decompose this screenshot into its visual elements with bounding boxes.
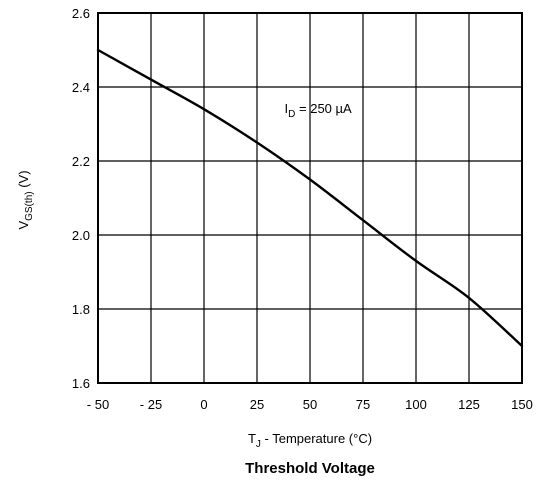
y-tick-labels: 1.6 1.8 2.0 2.2 2.4 2.6 <box>72 6 90 391</box>
grid <box>98 13 522 383</box>
y-tick-label: 2.6 <box>72 6 90 21</box>
y-tick-label: 2.0 <box>72 228 90 243</box>
plot-frame <box>97 12 523 384</box>
x-tick-label: 100 <box>405 397 427 412</box>
x-tick-label: 150 <box>511 397 533 412</box>
y-tick-label: 1.6 <box>72 376 90 391</box>
y-tick-label: 2.2 <box>72 154 90 169</box>
x-axis-title: TJ - Temperature (°C) <box>248 431 372 450</box>
threshold-voltage-line <box>96 48 524 348</box>
x-tick-label: 0 <box>200 397 207 412</box>
y-tick-label: 1.8 <box>72 302 90 317</box>
x-tick-label: 125 <box>458 397 480 412</box>
y-tick-label: 2.4 <box>72 80 90 95</box>
x-tick-label: 75 <box>356 397 370 412</box>
x-tick-label: 50 <box>303 397 317 412</box>
y-axis-title: VGS(th) (V) <box>16 170 35 229</box>
x-tick-label: - 25 <box>140 397 162 412</box>
x-tick-label: 25 <box>250 397 264 412</box>
series-layer <box>96 48 524 348</box>
x-tick-label: - 50 <box>87 397 109 412</box>
x-tick-labels: - 50 - 25 0 25 50 75 100 125 150 <box>87 397 533 412</box>
annotation-id-label: ID = 250 µA <box>285 101 352 120</box>
chart-title: Threshold Voltage <box>245 460 375 477</box>
